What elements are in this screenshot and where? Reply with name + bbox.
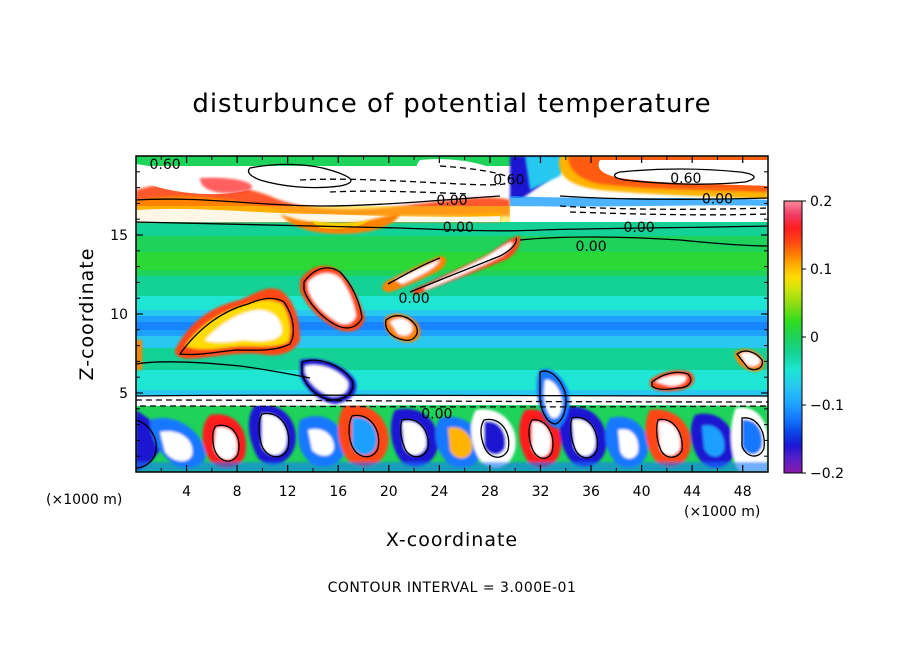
dashed-contours	[136, 165, 768, 408]
contour-label: 0.00	[575, 239, 606, 255]
x-tick-label: 24	[430, 484, 448, 500]
colorbar-ticks: 0.2 0.1 0 −0.1 −0.2	[802, 194, 844, 482]
contour-label: 0.60	[149, 157, 180, 173]
y-axis: 5 10 15	[110, 171, 768, 457]
x-unit-right: (×1000 m)	[684, 504, 760, 520]
contour-label: 0.00	[443, 220, 474, 236]
contour-label: 0.00	[702, 192, 733, 208]
bottom-cells	[136, 404, 768, 472]
y-axis-label: Z-coordinate	[76, 248, 98, 381]
x-tick-label: 28	[481, 484, 499, 500]
colorbar-tick-label: 0.1	[810, 262, 832, 278]
x-unit-left: (×1000 m)	[46, 492, 122, 508]
x-axis-label: X-coordinate	[386, 529, 518, 551]
contour-lines	[136, 163, 768, 469]
x-tick-label: 16	[329, 484, 347, 500]
x-tick-label: 48	[734, 484, 752, 500]
contour-label: 0.00	[623, 220, 654, 236]
x-tick-label: 4	[182, 484, 191, 500]
colorbar-tick-label: 0	[810, 330, 819, 346]
x-tick-label: 32	[532, 484, 550, 500]
colorbar: 0.2 0.1 0 −0.1 −0.2	[783, 194, 844, 482]
colorbar-tick-label: −0.1	[810, 398, 844, 414]
y-tick-label: 5	[119, 386, 128, 402]
contour-label: 0.00	[421, 407, 452, 423]
plot-area	[136, 156, 768, 472]
contour-label: 0.60	[493, 173, 524, 189]
colorbar-tick-label: −0.2	[810, 466, 844, 482]
contour-label: 0.00	[436, 193, 467, 209]
x-tick-label: 40	[633, 484, 651, 500]
x-axis: 4 8 12 16 20 24 28 32 36 40 44 48	[160, 156, 752, 500]
contour-label: 0.60	[670, 171, 701, 187]
y-tick-label: 10	[110, 307, 128, 323]
contour-labels: 0.600.60 0.600.00 0.000.00 0.000.000.000.00	[149, 157, 733, 423]
chart-title: disturbunce of potential temperature	[192, 89, 711, 119]
contour-interval-note: CONTOUR INTERVAL = 3.000E-01	[328, 580, 577, 596]
x-tick-label: 20	[380, 484, 398, 500]
y-tick-label: 15	[110, 228, 128, 244]
colorbar-tick-label: 0.2	[810, 194, 832, 210]
x-tick-label: 12	[279, 484, 297, 500]
x-tick-label: 44	[683, 484, 701, 500]
contour-label: 0.00	[398, 291, 429, 307]
x-tick-label: 8	[233, 484, 242, 500]
colorbar-ramp	[783, 200, 803, 474]
x-tick-label: 36	[582, 484, 600, 500]
